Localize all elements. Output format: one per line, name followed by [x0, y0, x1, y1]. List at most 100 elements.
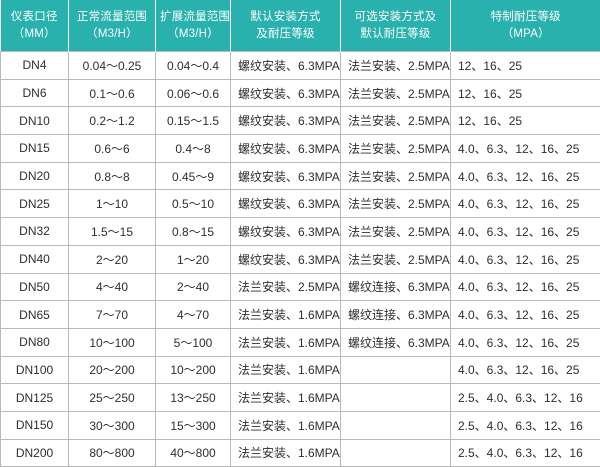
cell-special-pressure: 4.0、6.3、12、16、25 — [451, 218, 600, 246]
cell-optional-install: 法兰安装、2.5MPA — [341, 245, 451, 273]
column-header-optional-install-line2: 默认耐压等级 — [345, 26, 446, 43]
cell-diameter: DN100 — [1, 356, 69, 384]
cell-optional-install: 法兰安装、2.5MPA — [341, 218, 451, 246]
column-header-diameter-line1: 仪表口径 — [5, 9, 65, 26]
cell-diameter: DN200 — [1, 439, 69, 467]
cell-special-pressure: 4.0、6.3、12、16、25 — [451, 328, 600, 356]
cell-normal-flow: 1～10 — [69, 190, 156, 218]
cell-diameter: DN20 — [1, 162, 69, 190]
cell-default-install: 螺纹安装、6.3MPA — [231, 52, 341, 80]
cell-normal-flow: 80～800 — [69, 439, 156, 467]
cell-diameter: DN80 — [1, 328, 69, 356]
cell-diameter: DN6 — [1, 79, 69, 107]
column-header-default-install-line1: 默认安装方式 — [235, 9, 336, 26]
cell-extended-flow: 4～70 — [156, 301, 231, 329]
cell-optional-install — [341, 411, 451, 439]
cell-special-pressure: 4.0、6.3、12、16、25 — [451, 190, 600, 218]
column-header-normal-flow: 正常流量范围 （M3/H） — [69, 0, 156, 52]
cell-default-install: 螺纹安装、6.3MPA — [231, 218, 341, 246]
cell-special-pressure: 12、16、25 — [451, 52, 600, 80]
cell-special-pressure: 4.0、6.3、12、16、25 — [451, 135, 600, 163]
cell-special-pressure: 4.0、6.3、12、16、25 — [451, 162, 600, 190]
cell-diameter: DN150 — [1, 411, 69, 439]
column-header-extended-flow-line1: 扩展流量范围 — [160, 9, 226, 26]
cell-special-pressure: 2.5、4.0、6.3、12、16 — [451, 411, 600, 439]
column-header-normal-flow-line1: 正常流量范围 — [73, 9, 151, 26]
cell-optional-install: 法兰安装、2.5MPA — [341, 107, 451, 135]
cell-default-install: 螺纹安装、6.3MPA — [231, 135, 341, 163]
column-header-extended-flow: 扩展流量范围 （M3/H） — [156, 0, 231, 52]
cell-optional-install: 法兰安装、2.5MPA — [341, 79, 451, 107]
cell-diameter: DN32 — [1, 218, 69, 246]
cell-extended-flow: 0.8～15 — [156, 218, 231, 246]
cell-extended-flow: 0.06～0.6 — [156, 79, 231, 107]
cell-optional-install: 法兰安装、2.5MPA — [341, 135, 451, 163]
cell-default-install: 法兰安装、1.6MPA — [231, 301, 341, 329]
cell-diameter: DN10 — [1, 107, 69, 135]
cell-diameter: DN50 — [1, 273, 69, 301]
cell-extended-flow: 5～100 — [156, 328, 231, 356]
cell-default-install: 螺纹安装、6.3MPA — [231, 190, 341, 218]
cell-extended-flow: 13～250 — [156, 384, 231, 412]
cell-normal-flow: 2～20 — [69, 245, 156, 273]
cell-default-install: 法兰安装、1.6MPA — [231, 411, 341, 439]
column-header-optional-install-line1: 可选安装方式及 — [345, 9, 446, 26]
cell-optional-install — [341, 356, 451, 384]
cell-normal-flow: 4～40 — [69, 273, 156, 301]
cell-normal-flow: 20～200 — [69, 356, 156, 384]
cell-normal-flow: 10～100 — [69, 328, 156, 356]
cell-default-install: 法兰安装、1.6MPA — [231, 328, 341, 356]
column-header-diameter: 仪表口径 （MM） — [1, 0, 69, 52]
cell-diameter: DN15 — [1, 135, 69, 163]
cell-optional-install: 螺纹连接、6.3MPA — [341, 273, 451, 301]
cell-default-install: 法兰安装、1.6MPA — [231, 384, 341, 412]
cell-diameter: DN25 — [1, 190, 69, 218]
cell-special-pressure: 2.5、4.0、6.3、12、16 — [451, 439, 600, 467]
cell-special-pressure: 4.0、6.3、12、16、25 — [451, 301, 600, 329]
column-header-default-install-line2: 及耐压等级 — [235, 26, 336, 43]
cell-diameter: DN125 — [1, 384, 69, 412]
column-header-default-install: 默认安装方式 及耐压等级 — [231, 0, 341, 52]
cell-extended-flow: 0.5～10 — [156, 190, 231, 218]
cell-default-install: 法兰安装、1.6MPA — [231, 439, 341, 467]
cell-extended-flow: 15～300 — [156, 411, 231, 439]
cell-default-install: 螺纹安装、6.3MPA — [231, 162, 341, 190]
cell-special-pressure: 12、16、25 — [451, 107, 600, 135]
cell-special-pressure: 4.0、6.3、12、16、25 — [451, 356, 600, 384]
cell-normal-flow: 25～250 — [69, 384, 156, 412]
column-header-special-pressure: 特制耐压等级 （MPA） — [451, 0, 600, 52]
table-header: 仪表口径 （MM） 正常流量范围 （M3/H） 扩展流量范围 （M3/H） 默认… — [1, 0, 600, 52]
cell-extended-flow: 0.4～8 — [156, 135, 231, 163]
cell-normal-flow: 30～300 — [69, 411, 156, 439]
column-header-diameter-line2: （MM） — [5, 26, 65, 43]
column-header-optional-install: 可选安装方式及 默认耐压等级 — [341, 0, 451, 52]
cell-optional-install — [341, 439, 451, 467]
cell-optional-install — [341, 384, 451, 412]
cell-optional-install: 螺纹连接、6.3MPA — [341, 301, 451, 329]
cell-special-pressure: 4.0、6.3、12、16、25 — [451, 245, 600, 273]
cell-normal-flow: 1.5～15 — [69, 218, 156, 246]
cell-optional-install: 螺纹连接、6.3MPA — [341, 328, 451, 356]
cell-special-pressure: 4.0、6.3、12、16、25 — [451, 273, 600, 301]
cell-diameter: DN4 — [1, 52, 69, 80]
cell-extended-flow: 10～200 — [156, 356, 231, 384]
column-header-extended-flow-line2: （M3/H） — [160, 26, 226, 43]
cell-extended-flow: 0.45～9 — [156, 162, 231, 190]
column-header-normal-flow-line2: （M3/H） — [73, 26, 151, 43]
column-header-special-pressure-line1: 特制耐压等级 — [455, 9, 597, 26]
cell-normal-flow: 0.6～6 — [69, 135, 156, 163]
cell-optional-install: 法兰安装、2.5MPA — [341, 190, 451, 218]
header-row: 仪表口径 （MM） 正常流量范围 （M3/H） 扩展流量范围 （M3/H） 默认… — [1, 0, 600, 52]
